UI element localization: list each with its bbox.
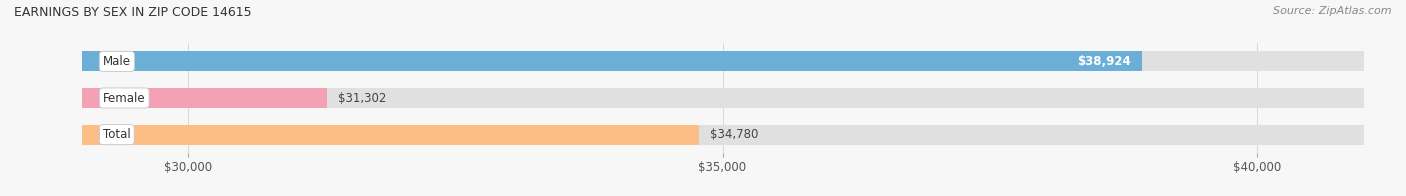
- Text: Male: Male: [103, 55, 131, 68]
- Text: EARNINGS BY SEX IN ZIP CODE 14615: EARNINGS BY SEX IN ZIP CODE 14615: [14, 6, 252, 19]
- Bar: [82, 124, 699, 145]
- Text: $31,302: $31,302: [339, 92, 387, 104]
- Bar: [82, 51, 1142, 72]
- Text: Total: Total: [103, 128, 131, 141]
- Text: $34,780: $34,780: [710, 128, 758, 141]
- Bar: [82, 51, 1364, 72]
- Text: Female: Female: [103, 92, 146, 104]
- Bar: [82, 88, 1364, 108]
- Bar: [82, 88, 328, 108]
- Text: $38,924: $38,924: [1077, 55, 1130, 68]
- Bar: [82, 124, 1364, 145]
- Text: Source: ZipAtlas.com: Source: ZipAtlas.com: [1274, 6, 1392, 16]
